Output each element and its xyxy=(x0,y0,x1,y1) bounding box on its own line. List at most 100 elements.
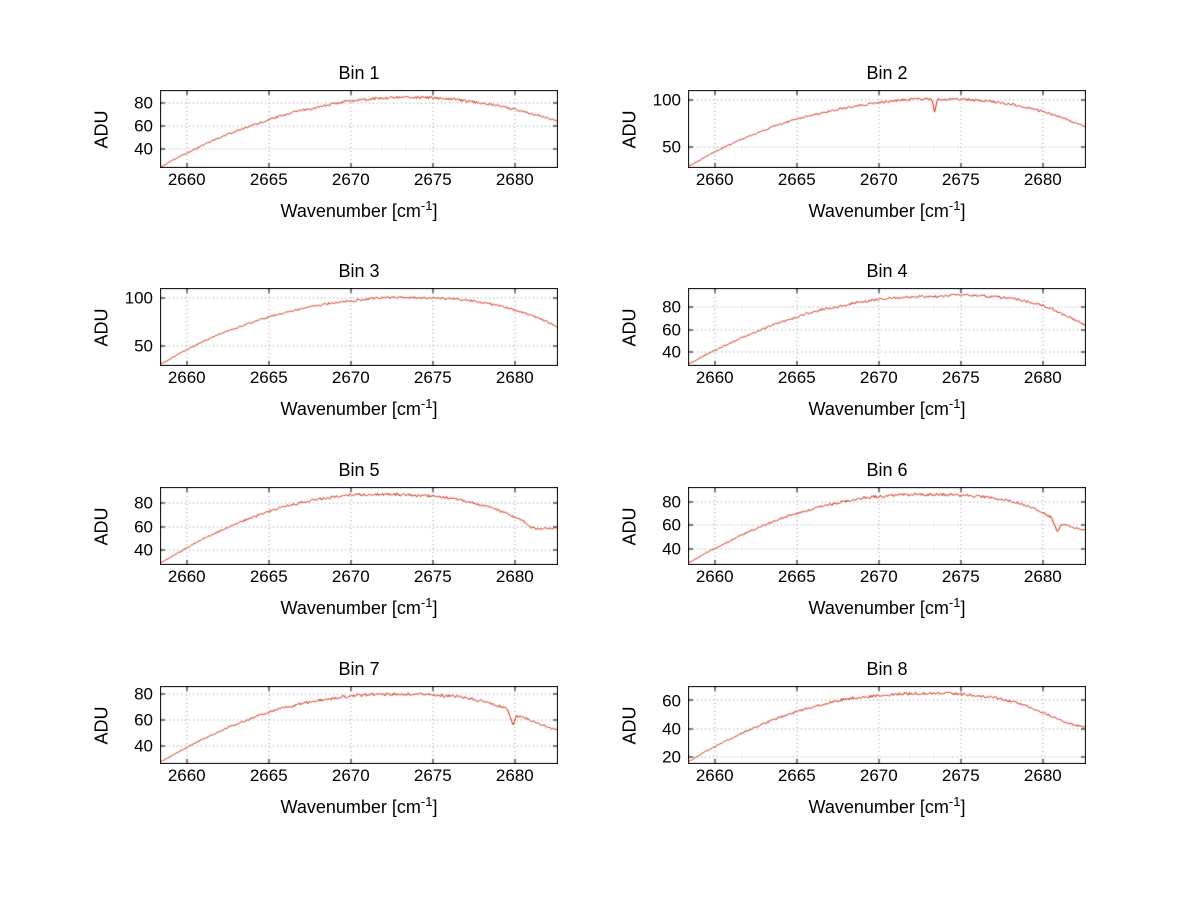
x-tick-labels: 2660 2665 2670 2675 2680 xyxy=(688,767,1086,787)
x-tick-label: 2680 xyxy=(1023,170,1062,189)
x-tick-label: 2660 xyxy=(695,766,734,785)
x-tick-label: 2665 xyxy=(249,567,288,586)
y-tick-labels: 20 40 60 xyxy=(635,686,683,766)
y-tick-labels: 40 60 80 xyxy=(635,288,683,366)
plot-title: Bin 1 xyxy=(338,63,380,83)
x-tick-label: 2665 xyxy=(249,766,288,785)
x-tick-label: 2680 xyxy=(495,567,534,586)
axes-canvas xyxy=(688,686,1086,764)
x-tick-label: 2680 xyxy=(1023,567,1062,586)
y-tick-label: 60 xyxy=(134,116,153,136)
x-tick-label: 2660 xyxy=(695,368,734,387)
y-tick-label: 80 xyxy=(134,93,153,113)
x-tick-labels: 2660 2665 2670 2675 2680 xyxy=(688,369,1086,389)
y-tick-label: 80 xyxy=(662,492,681,512)
x-axis-label-superscript: -1 xyxy=(948,794,961,809)
x-tick-label: 2660 xyxy=(695,567,734,586)
x-axis-label-superscript: -1 xyxy=(420,396,433,411)
y-tick-label: 60 xyxy=(662,515,681,535)
plot-title: Bin 6 xyxy=(866,460,908,480)
subplot-bin-7: Bin 7 ADU 40 60 80 2660 2665 2670 2675 2680 Wa… xyxy=(85,656,565,834)
axes-canvas xyxy=(160,487,558,565)
x-tick-labels: 2660 2665 2670 2675 2680 xyxy=(688,568,1086,588)
subplot-bin-2: Bin 2 ADU 50 100 2660 2665 2670 2675 2680 Wav… xyxy=(613,60,1093,238)
x-axis-label-superscript: -1 xyxy=(420,794,433,809)
y-tick-label: 40 xyxy=(662,539,681,559)
axes-canvas xyxy=(160,686,558,764)
plot-title: Bin 5 xyxy=(338,460,380,480)
y-tick-label: 20 xyxy=(662,747,681,766)
y-tick-label: 80 xyxy=(134,493,153,513)
x-axis-label-text: Wavenumber [cm xyxy=(280,201,421,221)
x-tick-label: 2670 xyxy=(331,766,370,785)
plot-title: Bin 3 xyxy=(338,261,380,281)
x-axis-label-suffix: ] xyxy=(432,399,438,419)
y-tick-label: 60 xyxy=(662,691,681,710)
x-axis-label-suffix: ] xyxy=(960,598,966,618)
y-tick-labels: 40 60 80 xyxy=(635,487,683,565)
x-tick-label: 2665 xyxy=(249,368,288,387)
x-tick-label: 2670 xyxy=(859,170,898,189)
x-tick-labels: 2660 2665 2670 2675 2680 xyxy=(160,568,558,588)
y-tick-labels: 40 60 80 xyxy=(107,487,155,565)
y-tick-label: 50 xyxy=(662,137,681,157)
y-tick-label: 100 xyxy=(124,288,153,308)
axes-canvas xyxy=(688,487,1086,565)
y-tick-label: 80 xyxy=(662,297,681,317)
y-tick-label: 40 xyxy=(662,342,681,362)
x-tick-label: 2665 xyxy=(777,170,816,189)
x-axis-label-suffix: ] xyxy=(960,201,966,221)
x-tick-label: 2675 xyxy=(413,567,452,586)
x-axis-label-superscript: -1 xyxy=(948,198,961,213)
subplot-bin-4: Bin 4 ADU 40 60 80 2660 2665 2670 2675 2680 Wa… xyxy=(613,258,1093,436)
plot-title: Bin 8 xyxy=(866,659,908,679)
x-tick-label: 2670 xyxy=(859,766,898,785)
y-tick-label: 100 xyxy=(652,90,681,110)
x-tick-labels: 2660 2665 2670 2675 2680 xyxy=(160,369,558,389)
x-tick-label: 2660 xyxy=(167,567,206,586)
x-axis-label: Wavenumber [cm-1] xyxy=(688,794,1086,818)
x-axis-label: Wavenumber [cm-1] xyxy=(160,198,558,222)
x-tick-label: 2660 xyxy=(167,766,206,785)
y-tick-labels: 50 100 xyxy=(107,288,155,366)
x-tick-label: 2665 xyxy=(777,766,816,785)
x-axis-label: Wavenumber [cm-1] xyxy=(160,794,558,818)
x-tick-labels: 2660 2665 2670 2675 2680 xyxy=(160,171,558,191)
x-axis-label-superscript: -1 xyxy=(420,198,433,213)
x-axis-label-suffix: ] xyxy=(432,797,438,817)
x-tick-label: 2665 xyxy=(249,170,288,189)
y-tick-label: 50 xyxy=(134,336,153,356)
x-axis-label-text: Wavenumber [cm xyxy=(808,797,949,817)
y-tick-label: 40 xyxy=(134,736,153,756)
x-tick-label: 2660 xyxy=(167,170,206,189)
x-tick-label: 2675 xyxy=(941,170,980,189)
x-tick-label: 2665 xyxy=(777,368,816,387)
x-axis-label-suffix: ] xyxy=(432,201,438,221)
y-tick-label: 40 xyxy=(662,719,681,738)
x-axis-label: Wavenumber [cm-1] xyxy=(688,396,1086,420)
x-axis-label-suffix: ] xyxy=(960,797,966,817)
x-tick-label: 2665 xyxy=(777,567,816,586)
x-axis-label: Wavenumber [cm-1] xyxy=(160,396,558,420)
x-axis-label-superscript: -1 xyxy=(948,595,961,610)
x-tick-label: 2680 xyxy=(495,170,534,189)
x-tick-label: 2670 xyxy=(859,368,898,387)
y-tick-label: 60 xyxy=(662,320,681,340)
x-tick-labels: 2660 2665 2670 2675 2680 xyxy=(160,767,558,787)
x-axis-label-text: Wavenumber [cm xyxy=(808,201,949,221)
y-tick-label: 80 xyxy=(134,684,153,704)
x-tick-label: 2660 xyxy=(167,368,206,387)
y-tick-label: 60 xyxy=(134,517,153,537)
x-tick-label: 2670 xyxy=(859,567,898,586)
x-axis-label-text: Wavenumber [cm xyxy=(280,598,421,618)
x-tick-label: 2675 xyxy=(941,368,980,387)
x-tick-label: 2680 xyxy=(495,368,534,387)
y-tick-labels: 50 100 xyxy=(635,90,683,168)
x-tick-label: 2680 xyxy=(1023,766,1062,785)
axes-canvas xyxy=(688,90,1086,168)
x-axis-label-suffix: ] xyxy=(960,399,966,419)
x-axis-label-text: Wavenumber [cm xyxy=(280,399,421,419)
x-axis-label-text: Wavenumber [cm xyxy=(808,399,949,419)
x-tick-label: 2670 xyxy=(331,170,370,189)
